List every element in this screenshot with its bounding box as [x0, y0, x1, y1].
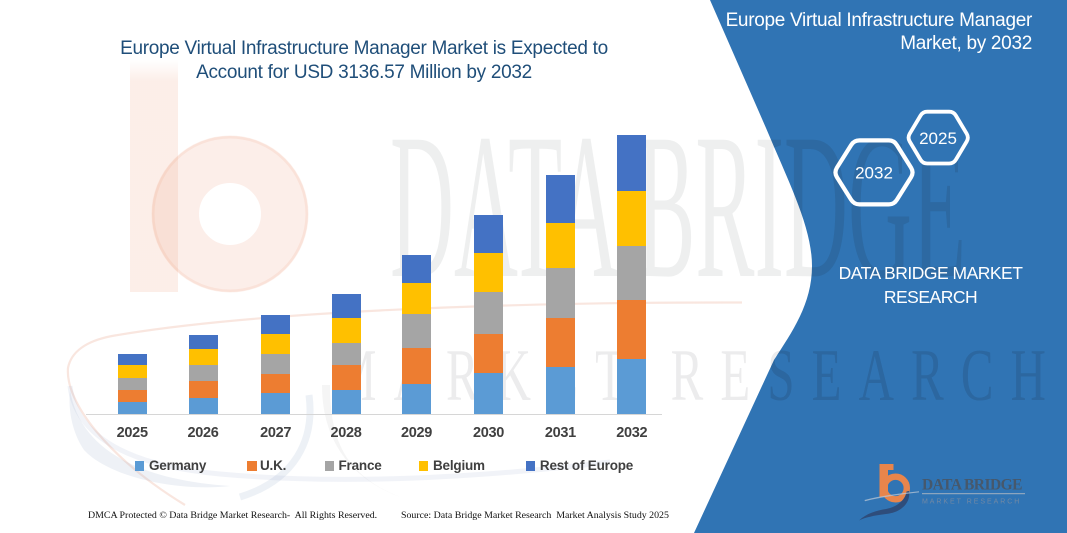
svg-text:MARKET RESEARCH: MARKET RESEARCH — [333, 335, 1063, 417]
svg-text:2025: 2025 — [919, 129, 957, 148]
svg-text:2032: 2032 — [855, 164, 893, 183]
svg-text:DATA BRIDGE: DATA BRIDGE — [922, 477, 1024, 494]
svg-text:MARKET RESEARCH: MARKET RESEARCH — [922, 499, 1022, 506]
